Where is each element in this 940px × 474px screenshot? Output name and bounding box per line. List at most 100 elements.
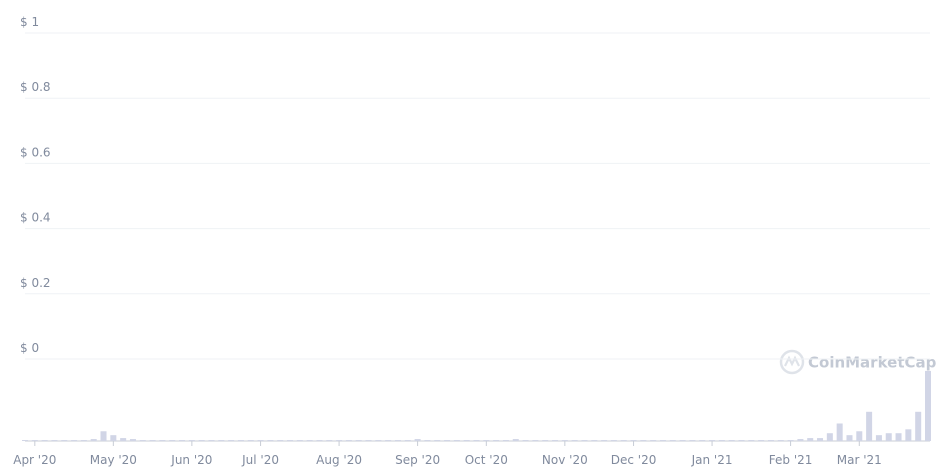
volume-bar (247, 440, 254, 441)
x-tick-label: Jul '20 (241, 453, 279, 467)
volume-bar (738, 440, 745, 441)
volume-bar (689, 440, 696, 441)
volume-bar (709, 440, 716, 441)
volume-bar (473, 440, 480, 441)
volume-bar (100, 431, 107, 441)
volume-bar (51, 440, 58, 441)
volume-bar (905, 429, 912, 441)
volume-bar (326, 440, 333, 441)
volume-bar (208, 440, 215, 441)
volume-bar (159, 440, 166, 441)
volume-bar (493, 440, 500, 441)
volume-bar (542, 440, 549, 441)
volume-bar (277, 440, 284, 441)
x-tick-label: Aug '20 (316, 453, 362, 467)
y-tick-label: $ 0.6 (20, 145, 51, 159)
volume-bar (424, 440, 431, 441)
volume-bar (620, 440, 627, 441)
volume-bar (591, 440, 598, 441)
volume-bar (179, 440, 186, 441)
volume-bar (777, 440, 784, 441)
volume-bar (640, 440, 647, 441)
volume-bar (561, 440, 568, 441)
x-tick-label: Nov '20 (542, 453, 588, 467)
volume-bar (915, 411, 922, 441)
x-tick-label: Apr '20 (13, 453, 56, 467)
volume-bar (552, 440, 559, 441)
volume-bar (699, 440, 706, 441)
volume-bar (385, 440, 392, 441)
volume-bar (512, 439, 519, 441)
volume-bar (463, 440, 470, 441)
y-tick-label: $ 1 (20, 15, 39, 29)
volume-bar (394, 440, 401, 441)
volume-bar (365, 440, 372, 441)
volume-bar (483, 440, 490, 441)
volume-bar (345, 440, 352, 441)
x-tick-label: Sep '20 (395, 453, 440, 467)
volume-bar (90, 439, 97, 441)
y-tick-label: $ 0.2 (20, 276, 51, 290)
volume-bar (434, 440, 441, 441)
volume-bar (316, 440, 323, 441)
volume-bar (875, 435, 882, 441)
volume-bar (444, 440, 451, 441)
volume-bar (826, 433, 833, 441)
volume-bar (581, 440, 588, 441)
volume-bar (31, 440, 38, 441)
x-tick-label: Oct '20 (465, 453, 508, 467)
volume-bar (306, 440, 313, 441)
volume-bar (129, 439, 136, 441)
volume-bar (610, 440, 617, 441)
volume-bar (61, 440, 68, 441)
volume-bar (797, 439, 804, 441)
volume-bar (787, 440, 794, 441)
volume-bar (817, 438, 824, 441)
volume-bar (522, 440, 529, 441)
volume-bar (355, 440, 362, 441)
volume-bar (502, 440, 509, 441)
x-tick-label: Mar '21 (837, 453, 882, 467)
volume-bar (257, 440, 264, 441)
volume-bar (807, 438, 814, 441)
volume-bar (846, 435, 853, 441)
volume-bar (650, 440, 657, 441)
volume-bar (571, 440, 578, 441)
volume-bar (22, 440, 28, 441)
volume-bar (41, 440, 48, 441)
volume-bar (885, 433, 892, 441)
volume-bar (120, 438, 127, 441)
volume-bar (758, 440, 765, 441)
volume-bar (856, 431, 863, 441)
x-tick-label: Jan '21 (691, 453, 733, 467)
volume-bar (149, 440, 156, 441)
volume-bar (748, 440, 755, 441)
volume-bar (198, 440, 205, 441)
watermark-logo (779, 349, 805, 375)
volume-bar (267, 440, 274, 441)
volume-bar (669, 440, 676, 441)
volume-bar (404, 440, 411, 441)
volume-bar (728, 440, 735, 441)
volume-bar (414, 439, 421, 441)
volume-bar (659, 440, 666, 441)
volume-bar (218, 440, 225, 441)
volume-bar (237, 440, 244, 441)
volume-bar (679, 440, 686, 441)
volume-bar (866, 411, 873, 441)
volume-bar (925, 370, 931, 441)
volume-bar (630, 440, 637, 441)
volume-bar (767, 440, 774, 441)
y-tick-label: $ 0 (20, 341, 39, 355)
volume-bar (296, 440, 303, 441)
volume-bar (601, 440, 608, 441)
x-tick-label: Feb '21 (769, 453, 813, 467)
volume-bar (336, 440, 343, 441)
volume-bar (836, 423, 843, 441)
volume-bar (71, 440, 78, 441)
volume-bar (375, 440, 382, 441)
volume-bar (188, 440, 195, 441)
y-tick-label: $ 0.4 (20, 211, 51, 225)
